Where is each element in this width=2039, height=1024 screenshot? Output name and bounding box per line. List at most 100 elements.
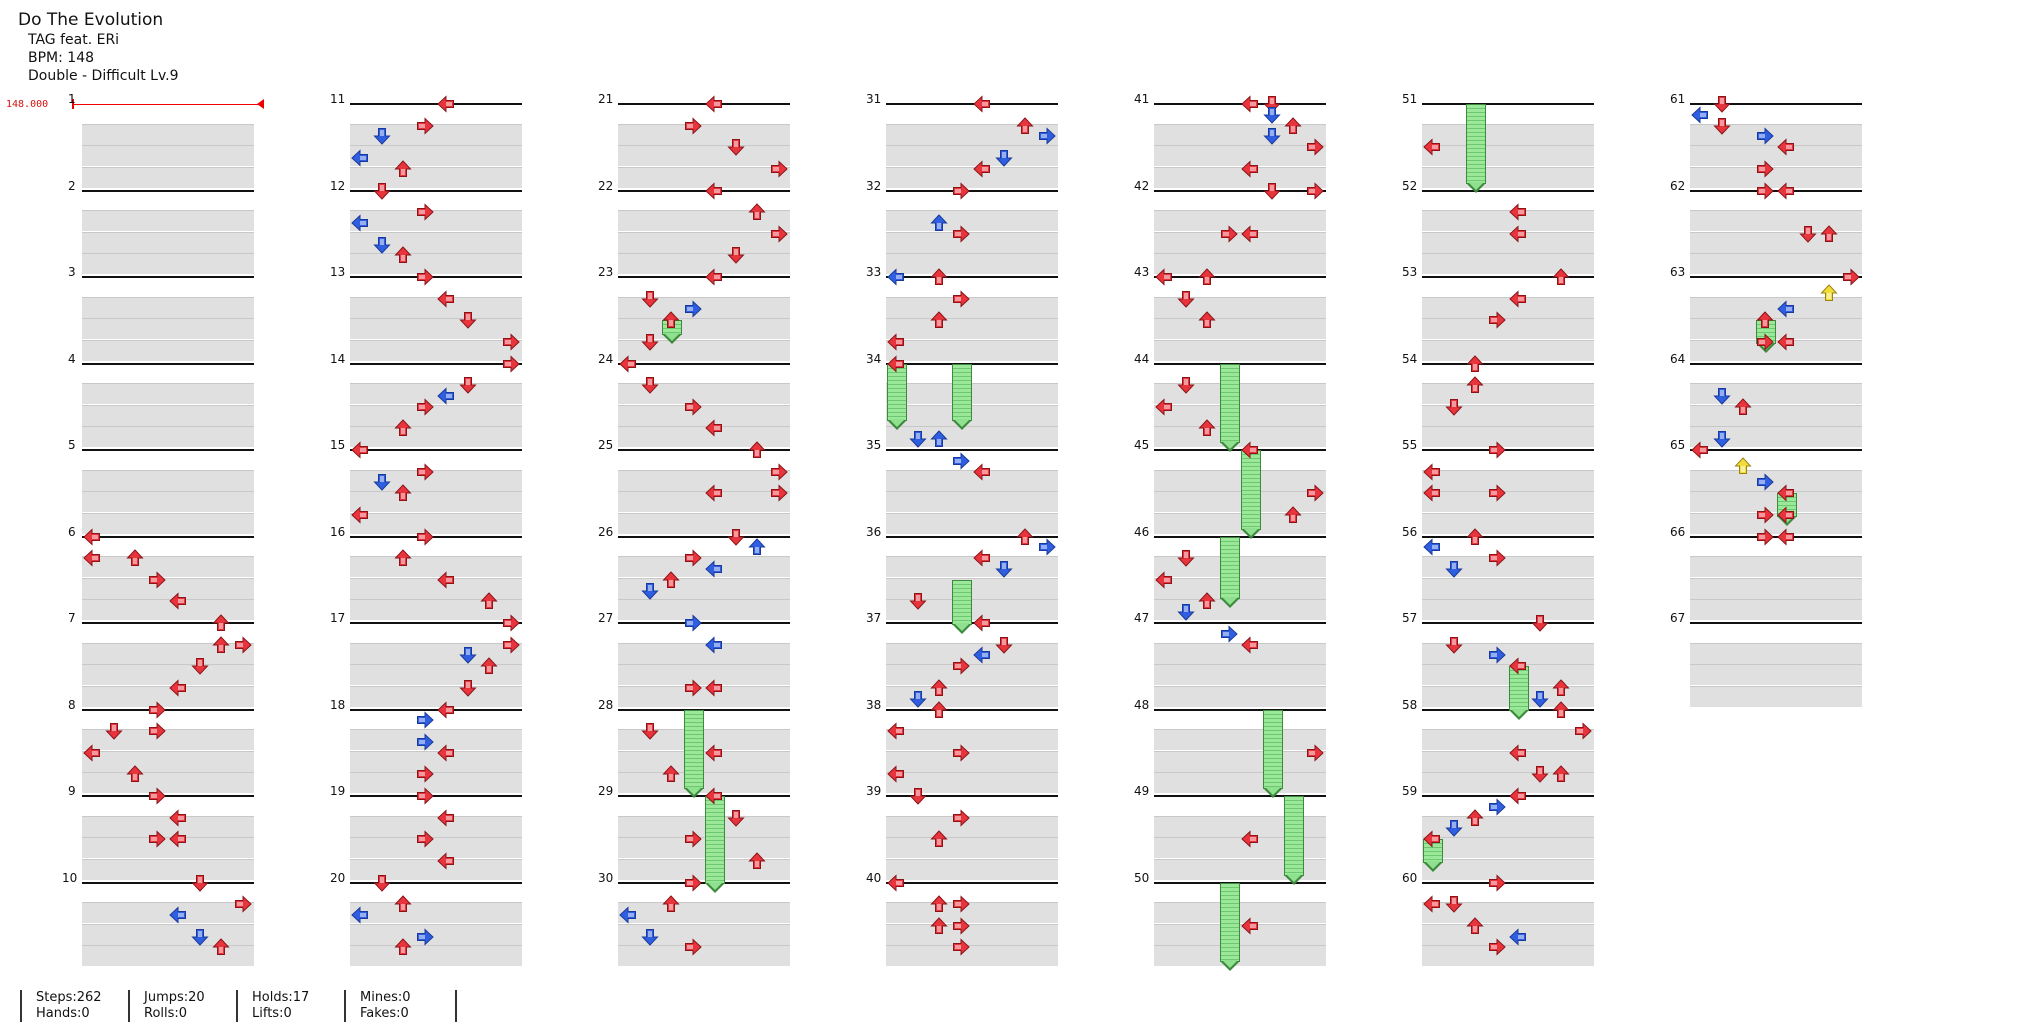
right-arrow-icon bbox=[1038, 538, 1056, 556]
beat-band bbox=[82, 902, 254, 924]
measure-number: 14 bbox=[330, 351, 346, 366]
measure-number: 54 bbox=[1402, 351, 1418, 366]
beat-band bbox=[1422, 123, 1594, 145]
left-arrow-icon bbox=[1241, 635, 1259, 654]
right-arrow-icon bbox=[952, 225, 970, 243]
down-arrow-icon bbox=[640, 333, 659, 351]
up-arrow-icon bbox=[748, 852, 766, 870]
measure-number: 23 bbox=[598, 265, 614, 279]
measure-number: 44 bbox=[1134, 351, 1150, 366]
measure-number: 48 bbox=[1134, 697, 1150, 712]
measure-line bbox=[82, 622, 254, 624]
holds-count: Holds:17 bbox=[252, 990, 310, 1005]
beat-band bbox=[350, 123, 522, 145]
beat-band bbox=[82, 318, 254, 340]
beat-band bbox=[886, 426, 1058, 448]
left-arrow-icon bbox=[887, 765, 905, 784]
measure-line bbox=[886, 881, 1058, 884]
beat-band bbox=[1690, 491, 1862, 513]
measure-number: 49 bbox=[1134, 784, 1150, 798]
beat-band bbox=[1690, 404, 1862, 426]
measure-number: 19 bbox=[330, 784, 346, 798]
left-arrow-icon bbox=[1691, 106, 1709, 124]
left-arrow-icon bbox=[1155, 571, 1173, 589]
beat-band bbox=[1422, 318, 1594, 340]
up-arrow-icon bbox=[1820, 284, 1838, 302]
up-arrow-icon bbox=[126, 549, 144, 567]
measure-line bbox=[1422, 276, 1594, 278]
measure-line bbox=[1422, 362, 1594, 365]
beat-band bbox=[350, 685, 522, 707]
beat-band bbox=[350, 664, 522, 686]
beat-band bbox=[350, 599, 522, 621]
beat-band bbox=[350, 296, 522, 318]
fakes-count: Fakes:0 bbox=[360, 1006, 409, 1021]
measure-line bbox=[1690, 622, 1862, 624]
down-arrow-icon bbox=[372, 473, 391, 492]
up-arrow-icon bbox=[1284, 116, 1302, 135]
left-arrow-icon bbox=[351, 906, 369, 924]
measure-number: 13 bbox=[330, 265, 346, 279]
beat-band bbox=[1690, 210, 1862, 232]
bpm-marker-arrowhead bbox=[257, 99, 264, 109]
right-arrow-icon bbox=[1488, 798, 1506, 816]
beat-band bbox=[886, 772, 1058, 794]
right-arrow-icon bbox=[416, 203, 434, 221]
measure-line bbox=[618, 449, 790, 451]
beat-band bbox=[350, 404, 522, 426]
beat-band bbox=[82, 253, 254, 275]
left-arrow-icon bbox=[973, 160, 991, 178]
beat-band bbox=[1154, 210, 1326, 232]
measure-number: 46 bbox=[1134, 524, 1150, 539]
hold-body bbox=[1262, 709, 1283, 789]
beat-band bbox=[350, 858, 522, 880]
beat-band bbox=[1422, 556, 1594, 578]
right-arrow-icon bbox=[416, 116, 434, 135]
right-arrow-icon bbox=[502, 333, 520, 351]
down-arrow-icon bbox=[104, 722, 123, 740]
left-arrow-icon bbox=[1509, 657, 1527, 675]
right-arrow-icon bbox=[1756, 333, 1774, 351]
beat-band bbox=[618, 750, 790, 772]
right-arrow-icon bbox=[148, 830, 166, 848]
down-arrow-icon bbox=[1530, 614, 1549, 632]
bpm-marker-line bbox=[73, 104, 261, 105]
up-arrow-icon bbox=[930, 311, 948, 329]
measure-number: 64 bbox=[1670, 351, 1686, 366]
right-arrow-icon bbox=[416, 462, 434, 481]
beat-band bbox=[886, 231, 1058, 253]
right-arrow-icon bbox=[148, 700, 166, 719]
left-arrow-icon bbox=[169, 592, 187, 611]
measure-line bbox=[886, 795, 1058, 797]
right-arrow-icon bbox=[952, 895, 970, 913]
left-arrow-icon bbox=[1509, 203, 1527, 221]
right-arrow-icon bbox=[684, 614, 702, 632]
right-arrow-icon bbox=[1220, 225, 1238, 243]
beat-band bbox=[1422, 512, 1594, 534]
beat-band bbox=[618, 426, 790, 448]
beat-band bbox=[1422, 945, 1594, 967]
up-arrow-icon bbox=[480, 592, 498, 610]
beat-band bbox=[618, 469, 790, 491]
measure-line bbox=[1154, 795, 1326, 797]
beat-band bbox=[1422, 642, 1594, 664]
right-arrow-icon bbox=[684, 873, 702, 892]
up-arrow-icon bbox=[1552, 700, 1570, 719]
measure-number: 32 bbox=[866, 178, 882, 193]
up-arrow-icon bbox=[212, 635, 230, 654]
up-arrow-icon bbox=[1755, 311, 1774, 329]
beat-band bbox=[350, 577, 522, 599]
beat-band bbox=[886, 210, 1058, 232]
measure-line bbox=[1690, 189, 1862, 192]
jumps-count: Jumps:20 bbox=[144, 990, 205, 1005]
hold-tail bbox=[1241, 527, 1261, 539]
chart-difficulty: Double - Difficult Lv.9 bbox=[28, 68, 179, 84]
right-arrow-icon bbox=[148, 722, 166, 740]
beat-band bbox=[886, 729, 1058, 751]
beat-band bbox=[350, 772, 522, 794]
beat-band bbox=[618, 945, 790, 967]
beat-band bbox=[350, 166, 522, 188]
measure-number: 22 bbox=[598, 178, 614, 193]
beat-band bbox=[1154, 945, 1326, 967]
beat-band bbox=[618, 858, 790, 880]
